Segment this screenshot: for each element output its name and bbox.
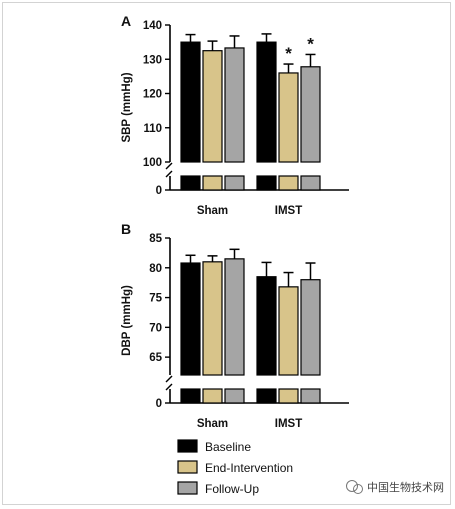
bar-lower-sham-follow-up [224, 388, 245, 404]
y-tick-label: 0 [156, 398, 162, 410]
bar-lower-imst-end-intervention [278, 388, 299, 404]
y-tick-label: 130 [143, 54, 162, 66]
bar-lower-sham-baseline [180, 388, 201, 404]
x-category-label: IMST [275, 205, 302, 217]
bar-imst-baseline [256, 276, 277, 376]
legend-label: End-Intervention [205, 461, 293, 475]
bar-sham-end-intervention [202, 50, 223, 163]
legend-swatch [177, 481, 198, 495]
bar-sham-baseline [180, 262, 201, 376]
axis-break-mark [165, 383, 173, 391]
significance-mark: * [285, 44, 292, 63]
bar-lower-imst-baseline [256, 175, 277, 191]
x-category-label: Sham [197, 418, 228, 430]
bar-lower-imst-end-intervention [278, 175, 299, 191]
y-tick-label: 70 [149, 322, 162, 334]
bar-sham-end-intervention [202, 261, 223, 376]
bar-lower-imst-follow-up [300, 388, 321, 404]
bar-imst-end-intervention [278, 72, 299, 163]
bar-sham-follow-up [224, 258, 245, 376]
y-axis-title: DBP (mmHg) [121, 285, 133, 356]
bar-imst-baseline [256, 41, 277, 163]
watermark: 中国生物技术网 [346, 480, 444, 494]
bar-sham-follow-up [224, 47, 245, 163]
x-category-label: IMST [275, 418, 302, 430]
panel-letter: B [121, 221, 131, 237]
bar-lower-imst-baseline [256, 388, 277, 404]
legend-label: Baseline [205, 440, 251, 454]
bar-imst-end-intervention [278, 286, 299, 376]
legend-label: Follow-Up [205, 482, 259, 496]
panel-letter: A [121, 13, 131, 29]
y-tick-label: 100 [143, 157, 162, 169]
y-axis-title: SBP (mmHg) [121, 72, 133, 142]
bar-lower-imst-follow-up [300, 175, 321, 191]
watermark-icon [346, 480, 358, 492]
y-tick-label: 85 [149, 233, 162, 245]
significance-mark: * [307, 34, 314, 53]
y-tick-label: 65 [149, 352, 162, 364]
bar-sham-baseline [180, 41, 201, 163]
watermark-text: 中国生物技术网 [367, 480, 444, 494]
x-category-label: Sham [197, 205, 228, 217]
y-tick-label: 75 [149, 293, 162, 305]
legend-swatch [177, 439, 198, 453]
y-tick-label: 80 [149, 263, 162, 275]
bar-imst-follow-up [300, 66, 321, 163]
bar-lower-sham-end-intervention [202, 388, 223, 404]
axis-break-mark [165, 170, 173, 178]
legend-swatch [177, 460, 198, 474]
panel-a: A 100 110 120 130 140 0 SBP (mmHg) Sham IMST * * [121, 13, 349, 217]
y-tick-label: 110 [143, 123, 162, 135]
axis-break-mark [165, 375, 173, 383]
bar-lower-sham-end-intervention [202, 175, 223, 191]
legend: Baseline End-Intervention Follow-Up [177, 439, 293, 496]
panel-b: B 65 70 75 80 85 0 DBP (mmHg) Sham IMST [121, 221, 349, 430]
bar-imst-follow-up [300, 279, 321, 376]
bar-lower-sham-follow-up [224, 175, 245, 191]
y-tick-label: 0 [156, 185, 162, 197]
watermark-icon [353, 484, 363, 494]
axis-break-mark [165, 162, 173, 170]
bar-lower-sham-baseline [180, 175, 201, 191]
y-tick-label: 140 [143, 20, 162, 32]
y-tick-label: 120 [143, 89, 162, 101]
